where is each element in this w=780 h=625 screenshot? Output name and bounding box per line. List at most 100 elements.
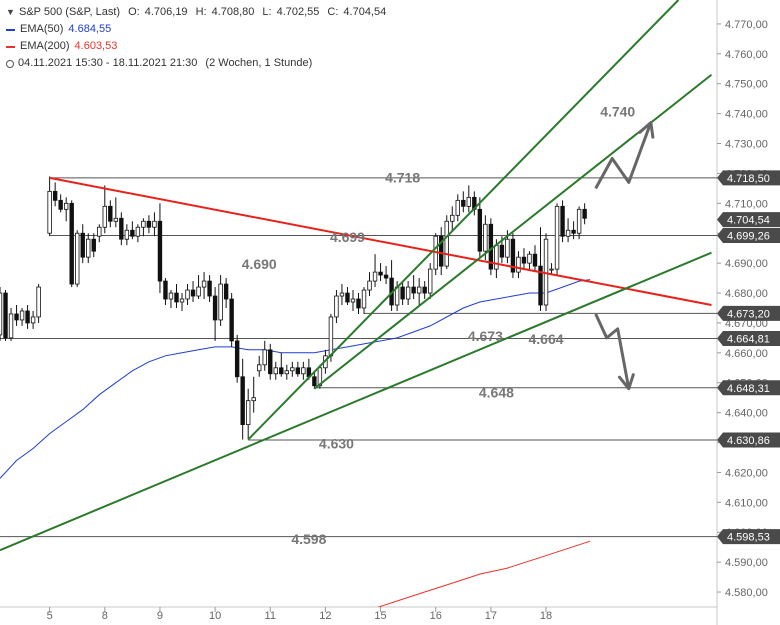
open-value: 4.706,19 bbox=[144, 6, 188, 18]
candle-body bbox=[185, 289, 190, 300]
candle-body bbox=[14, 313, 19, 321]
candle-body bbox=[378, 271, 383, 276]
up-arrow-head bbox=[638, 121, 655, 139]
candle-body bbox=[201, 280, 207, 288]
close-value: 4.704,54 bbox=[343, 6, 387, 18]
candle-body bbox=[312, 376, 317, 387]
candle-body bbox=[427, 268, 433, 294]
candle-body bbox=[234, 340, 240, 378]
candle-body bbox=[223, 283, 229, 300]
price-tag bbox=[717, 330, 780, 346]
level-annotation: 4.673 bbox=[468, 328, 503, 344]
trend-line bbox=[49, 176, 712, 306]
price-tag-label: 4.664,81 bbox=[727, 333, 770, 345]
chevron-down-icon[interactable]: ▼ bbox=[6, 7, 15, 17]
x-tick-label: 9 bbox=[157, 610, 163, 622]
candle-body bbox=[284, 370, 289, 375]
price-tag bbox=[717, 380, 780, 396]
legend-ema200-row[interactable]: EMA(200) 4.603,53 bbox=[6, 38, 386, 55]
ema200-line bbox=[377, 540, 591, 607]
clock-icon bbox=[6, 59, 14, 68]
candle-body bbox=[372, 271, 378, 282]
candle-body bbox=[19, 310, 25, 321]
y-tick-label: 4.730,00 bbox=[725, 139, 768, 151]
level-annotation: 4.648 bbox=[479, 385, 514, 401]
price-tag bbox=[717, 170, 780, 186]
price-tag bbox=[717, 305, 780, 321]
x-tick-label: 15 bbox=[374, 610, 386, 622]
up-arrow bbox=[594, 122, 653, 190]
ema200-value: 4.603,53 bbox=[74, 40, 118, 52]
candle-body bbox=[361, 289, 367, 309]
candle-body bbox=[80, 232, 85, 258]
candle-body bbox=[350, 298, 356, 303]
candle-body bbox=[229, 298, 234, 342]
price-tag-label: 4.699,26 bbox=[727, 230, 770, 242]
candle-body bbox=[560, 205, 565, 237]
candle-body bbox=[75, 232, 80, 285]
period-label: (2 Wochen, 1 Stunde) bbox=[205, 57, 313, 69]
candle-body bbox=[218, 283, 223, 321]
candle-body bbox=[328, 316, 334, 357]
candle-body bbox=[521, 256, 527, 264]
y-tick-label: 4.760,00 bbox=[725, 49, 768, 61]
x-tick-label: 5 bbox=[47, 610, 53, 622]
ema200-label: EMA(200) bbox=[20, 40, 70, 52]
candle-body bbox=[108, 205, 113, 222]
candle-body bbox=[268, 349, 273, 375]
price-tag-label: 4.673,20 bbox=[727, 308, 770, 320]
candle-body bbox=[455, 199, 460, 216]
candle-body bbox=[36, 286, 41, 318]
level-annotation: 4.664 bbox=[528, 331, 563, 347]
candle-body bbox=[25, 310, 30, 324]
candle-body bbox=[113, 217, 119, 222]
candle-body bbox=[494, 244, 499, 270]
level-annotation: 4.598 bbox=[291, 531, 326, 547]
candle-body bbox=[212, 295, 218, 321]
candle-body bbox=[444, 220, 449, 267]
price-tag bbox=[717, 529, 780, 545]
candle-body bbox=[8, 313, 14, 339]
y-tick-label: 4.740,00 bbox=[725, 109, 768, 121]
level-annotation: 4.718 bbox=[385, 169, 420, 185]
candle-body bbox=[290, 367, 295, 372]
ema50-value: 4.684,55 bbox=[68, 23, 112, 35]
price-tag bbox=[717, 432, 780, 448]
y-tick-label: 4.640,00 bbox=[725, 408, 768, 420]
candle-body bbox=[576, 208, 582, 234]
candle-body bbox=[124, 229, 130, 240]
candle-body bbox=[240, 376, 245, 426]
y-tick-label: 4.660,00 bbox=[725, 348, 768, 360]
legend-ema50-row[interactable]: EMA(50) 4.684,55 bbox=[6, 21, 386, 38]
candle-body bbox=[510, 238, 516, 273]
candle-body bbox=[179, 298, 185, 303]
candle-body bbox=[0, 292, 3, 336]
level-annotation: 4.699 bbox=[330, 229, 365, 245]
legend-range-row: 04.11.2021 15:30 - 18.11.2021 21:30 (2 W… bbox=[6, 55, 386, 72]
ema200-swatch bbox=[6, 45, 15, 48]
candle-body bbox=[251, 397, 256, 402]
candle-body bbox=[383, 274, 389, 279]
candle-body bbox=[538, 265, 543, 306]
candle-body bbox=[422, 286, 427, 294]
candle-body bbox=[245, 400, 251, 426]
candle-body bbox=[532, 253, 538, 267]
candle-body bbox=[439, 235, 444, 267]
candle-body bbox=[102, 205, 107, 228]
candle-body bbox=[450, 214, 455, 222]
candle-body bbox=[477, 208, 483, 252]
candle-body bbox=[582, 208, 587, 219]
candle-body bbox=[505, 238, 510, 258]
x-tick-label: 11 bbox=[265, 610, 276, 622]
candle-body bbox=[483, 223, 488, 252]
trend-line bbox=[0, 251, 712, 552]
price-tag-label: 4.718,50 bbox=[727, 173, 770, 185]
ema50-label: EMA(50) bbox=[20, 23, 64, 35]
y-tick-label: 4.710,00 bbox=[725, 198, 768, 210]
candle-body bbox=[163, 280, 168, 300]
candle-body bbox=[3, 292, 8, 339]
candle-body bbox=[356, 298, 361, 309]
y-tick-label: 4.770,00 bbox=[725, 19, 768, 31]
candle-body bbox=[119, 217, 124, 240]
